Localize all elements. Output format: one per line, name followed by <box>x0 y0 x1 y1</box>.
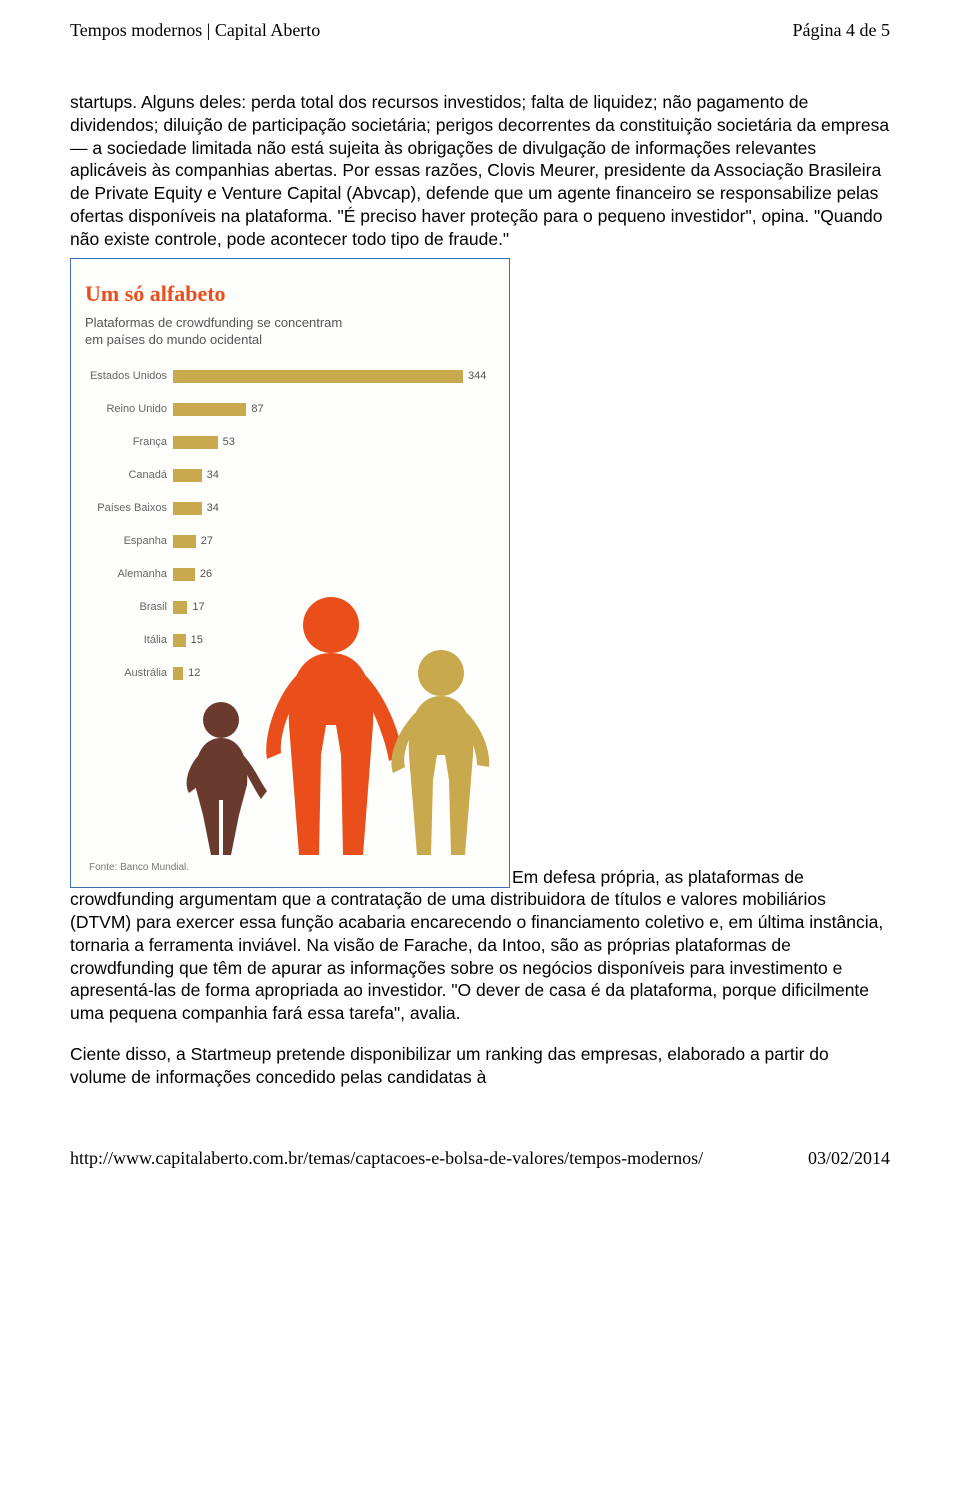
bar-fill <box>173 403 246 416</box>
bar-fill <box>173 436 218 449</box>
footer-date: 03/02/2014 <box>808 1148 890 1169</box>
bar-fill <box>173 667 183 680</box>
bar-value: 34 <box>207 469 219 481</box>
bar-fill <box>173 535 196 548</box>
bar-label: Países Baixos <box>85 502 173 514</box>
page-footer: http://www.capitalaberto.com.br/temas/ca… <box>0 1148 960 1187</box>
bar-fill <box>173 502 202 515</box>
bar-fill <box>173 370 463 383</box>
bar-value: 34 <box>207 502 219 514</box>
bar-row: Austrália 12 <box>85 666 495 680</box>
bar-value: 15 <box>191 634 203 646</box>
bar-value: 26 <box>200 568 212 580</box>
bar-row: Brasil 17 <box>85 600 495 614</box>
bar-label: Alemanha <box>85 568 173 580</box>
footer-url: http://www.capitalaberto.com.br/temas/ca… <box>70 1148 703 1169</box>
bar-label: Canadá <box>85 469 173 481</box>
person-medium-icon <box>391 650 489 855</box>
bar-row: Itália 15 <box>85 633 495 647</box>
infographic: Um só alfabeto Plataformas de crowdfundi… <box>70 258 510 888</box>
bar-row: França 53 <box>85 435 495 449</box>
infographic-subtitle: Plataformas de crowdfunding se concentra… <box>85 315 345 349</box>
bar-fill <box>173 634 186 647</box>
bar-chart: Estados Unidos 344 Reino Unido 87 França 53 Ca… <box>85 369 495 680</box>
bar-label: Estados Unidos <box>85 370 173 382</box>
bar-label: Austrália <box>85 667 173 679</box>
bar-fill <box>173 469 202 482</box>
person-small-icon <box>187 702 267 855</box>
bar-fill <box>173 568 195 581</box>
header-title: Tempos modernos | Capital Aberto <box>70 20 320 41</box>
paragraph-2-inline: Em defesa própria, as plataformas de <box>510 866 804 889</box>
bar-fill <box>173 601 187 614</box>
bar-value: 87 <box>251 403 263 415</box>
paragraph-2-rest: crowdfunding argumentam que a contrataçã… <box>70 888 890 1025</box>
bar-value: 53 <box>223 436 235 448</box>
bar-row: Alemanha 26 <box>85 567 495 581</box>
paragraph-1: startups. Alguns deles: perda total dos … <box>70 91 890 250</box>
bar-value: 17 <box>192 601 204 613</box>
bar-value: 27 <box>201 535 213 547</box>
bar-label: França <box>85 436 173 448</box>
paragraph-3: Ciente disso, a Startmeup pretende dispo… <box>70 1043 890 1089</box>
header-page-indicator: Página 4 de 5 <box>793 20 890 41</box>
bar-label: Reino Unido <box>85 403 173 415</box>
infographic-title: Um só alfabeto <box>85 281 495 307</box>
bar-label: Brasil <box>85 601 173 613</box>
infographic-source: Fonte: Banco Mundial. <box>89 862 189 873</box>
bar-label: Itália <box>85 634 173 646</box>
bar-value: 344 <box>468 370 486 382</box>
bar-row: Canadá 34 <box>85 468 495 482</box>
bar-value: 12 <box>188 667 200 679</box>
bar-row: Reino Unido 87 <box>85 402 495 416</box>
bar-row: Espanha 27 <box>85 534 495 548</box>
bar-row: Estados Unidos 344 <box>85 369 495 383</box>
bar-row: Países Baixos 34 <box>85 501 495 515</box>
bar-label: Espanha <box>85 535 173 547</box>
page-header: Tempos modernos | Capital Aberto Página … <box>70 20 890 41</box>
